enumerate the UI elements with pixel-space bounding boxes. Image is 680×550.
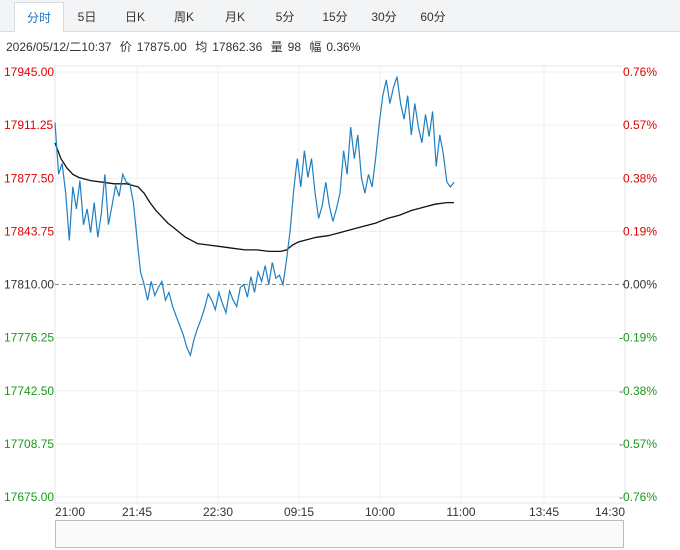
- price-line: [54, 76, 455, 358]
- period-tab-bar: 分时 5日 日K 周K 月K 5分 15分 30分 60分: [0, 0, 680, 33]
- tab-8[interactable]: 30分: [371, 10, 397, 24]
- pct-tick-label: 0.76%: [623, 65, 657, 79]
- average-price: 17862.36: [212, 40, 263, 54]
- tab-1[interactable]: 分时: [14, 2, 64, 33]
- y-tick-label: 17810.00: [4, 278, 54, 292]
- tab-4[interactable]: 周K: [173, 10, 194, 24]
- y-tick-label: 17675.00: [4, 490, 54, 504]
- pct-tick-label: -0.19%: [619, 331, 657, 345]
- y-tick-label: 17877.50: [4, 171, 54, 185]
- y-tick-label: 17742.50: [4, 384, 54, 398]
- time-range-navigator[interactable]: [55, 520, 624, 548]
- x-tick-label: 21:00: [55, 505, 85, 519]
- current-price: 17875.00: [136, 40, 187, 54]
- pct-tick-label: 0.57%: [623, 118, 657, 132]
- quote-datetime: 2026/05/12/二10:37: [6, 40, 112, 54]
- y-tick-label: 17708.75: [4, 437, 54, 451]
- y-tick-label: 17776.25: [4, 331, 54, 345]
- pct-tick-label: -0.76%: [619, 490, 657, 504]
- pct-tick-label: 0.38%: [623, 171, 657, 185]
- x-tick-label: 13:45: [529, 505, 559, 519]
- tab-6[interactable]: 5分: [275, 10, 295, 24]
- pct-tick-label: -0.57%: [619, 437, 657, 451]
- pct-tick-label: -0.38%: [619, 384, 657, 398]
- x-tick-label: 11:00: [446, 505, 475, 519]
- average-label: 均: [195, 40, 208, 54]
- volume-value: 98: [287, 40, 301, 54]
- tab-5[interactable]: 月K: [224, 10, 245, 24]
- tab-9[interactable]: 60分: [420, 10, 446, 24]
- x-tick-label: 21:45: [122, 505, 152, 519]
- y-tick-label: 17843.75: [4, 224, 54, 238]
- amplitude-value: 0.36%: [326, 40, 361, 54]
- x-tick-label: 22:30: [203, 505, 233, 519]
- x-tick-label: 14:30: [595, 505, 625, 519]
- x-tick-label: 09:15: [284, 505, 314, 519]
- x-tick-label: 10:00: [365, 505, 395, 519]
- average-price-line: [54, 142, 454, 253]
- price-label: 价: [119, 40, 132, 54]
- pct-tick-label: 0.00%: [623, 278, 657, 292]
- y-tick-label: 17945.00: [4, 65, 54, 79]
- tab-2[interactable]: 5日: [77, 10, 97, 24]
- tab-3[interactable]: 日K: [124, 10, 145, 24]
- pct-tick-label: 0.19%: [623, 224, 657, 238]
- amplitude-label: 幅: [309, 40, 322, 54]
- y-tick-label: 17911.25: [4, 118, 53, 132]
- tab-7[interactable]: 15分: [322, 10, 348, 24]
- volume-label: 量: [270, 40, 283, 54]
